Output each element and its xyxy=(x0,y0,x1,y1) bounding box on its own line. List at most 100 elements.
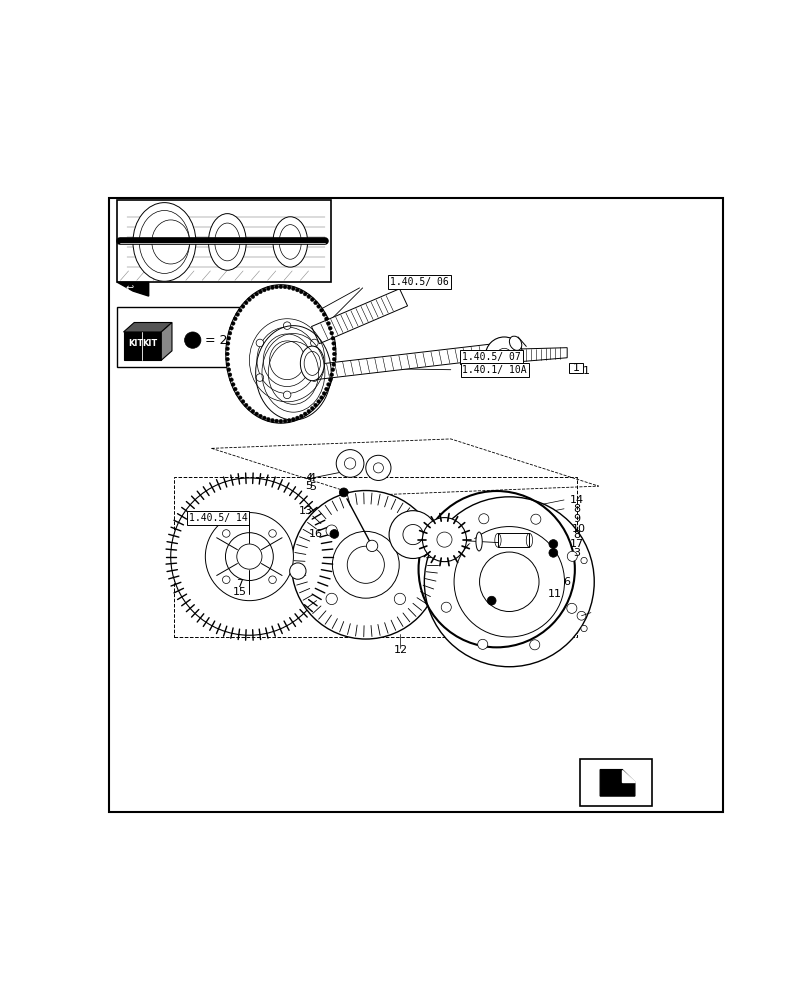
Circle shape xyxy=(244,403,247,407)
Ellipse shape xyxy=(272,217,307,267)
Circle shape xyxy=(331,336,334,340)
Bar xyxy=(497,533,529,547)
Circle shape xyxy=(328,326,332,330)
Circle shape xyxy=(226,336,230,340)
Circle shape xyxy=(255,412,258,416)
Circle shape xyxy=(485,337,522,375)
Circle shape xyxy=(274,419,278,423)
Text: ↩: ↩ xyxy=(125,284,133,294)
Circle shape xyxy=(266,287,270,290)
Circle shape xyxy=(332,347,336,351)
Circle shape xyxy=(247,298,251,301)
Text: KIT: KIT xyxy=(142,339,157,348)
Text: 8: 8 xyxy=(573,504,580,514)
Circle shape xyxy=(326,322,330,325)
Circle shape xyxy=(307,295,311,299)
Circle shape xyxy=(295,288,299,292)
Circle shape xyxy=(255,374,264,381)
Text: 6: 6 xyxy=(563,577,570,587)
Circle shape xyxy=(225,363,230,366)
Circle shape xyxy=(222,576,230,584)
Text: 7: 7 xyxy=(236,579,243,589)
Circle shape xyxy=(303,292,307,296)
Bar xyxy=(117,200,331,282)
Ellipse shape xyxy=(208,214,246,270)
Text: 13: 13 xyxy=(298,506,312,516)
Circle shape xyxy=(266,417,270,421)
Circle shape xyxy=(241,400,245,403)
Circle shape xyxy=(394,593,406,605)
Bar xyxy=(117,307,265,367)
Circle shape xyxy=(303,412,307,416)
Circle shape xyxy=(226,368,230,372)
Circle shape xyxy=(231,383,235,386)
Polygon shape xyxy=(117,282,148,296)
Polygon shape xyxy=(307,343,499,380)
Circle shape xyxy=(205,513,293,601)
Text: 9: 9 xyxy=(573,514,580,524)
Polygon shape xyxy=(621,770,634,782)
Circle shape xyxy=(316,400,320,403)
Circle shape xyxy=(233,317,237,321)
Text: 14: 14 xyxy=(569,495,583,505)
Circle shape xyxy=(441,550,451,560)
Circle shape xyxy=(262,288,266,292)
Text: 11: 11 xyxy=(547,589,561,599)
Circle shape xyxy=(477,639,487,649)
Polygon shape xyxy=(161,323,172,360)
Circle shape xyxy=(339,488,348,497)
Circle shape xyxy=(251,295,255,299)
Circle shape xyxy=(241,305,245,308)
Circle shape xyxy=(332,357,336,361)
Circle shape xyxy=(322,392,325,395)
Circle shape xyxy=(307,409,311,413)
Circle shape xyxy=(295,416,299,420)
Circle shape xyxy=(332,342,335,345)
Circle shape xyxy=(328,378,332,382)
Circle shape xyxy=(238,308,242,312)
Circle shape xyxy=(230,378,233,382)
Circle shape xyxy=(331,368,334,372)
Circle shape xyxy=(283,419,286,423)
Circle shape xyxy=(530,514,540,524)
Bar xyxy=(569,363,582,373)
Text: 1.40.5/ 14: 1.40.5/ 14 xyxy=(188,513,247,523)
Ellipse shape xyxy=(225,285,336,423)
Text: 8: 8 xyxy=(573,530,580,540)
Polygon shape xyxy=(599,770,634,796)
Polygon shape xyxy=(521,348,566,362)
Circle shape xyxy=(394,525,406,536)
Circle shape xyxy=(291,287,295,290)
Circle shape xyxy=(580,625,586,632)
Circle shape xyxy=(228,331,232,335)
Circle shape xyxy=(283,391,290,399)
Circle shape xyxy=(290,563,306,579)
Polygon shape xyxy=(123,332,161,360)
Circle shape xyxy=(316,305,320,308)
Circle shape xyxy=(235,392,239,395)
Circle shape xyxy=(320,308,323,312)
Circle shape xyxy=(279,419,282,423)
Circle shape xyxy=(228,373,232,377)
Circle shape xyxy=(440,602,451,612)
Bar xyxy=(579,759,651,806)
Text: 1.40.1/ 10A: 1.40.1/ 10A xyxy=(462,365,526,375)
Circle shape xyxy=(251,409,255,413)
Circle shape xyxy=(548,548,557,557)
Circle shape xyxy=(313,403,317,407)
Text: 1.40.5/ 07: 1.40.5/ 07 xyxy=(461,352,521,362)
Circle shape xyxy=(310,298,314,301)
Text: 12: 12 xyxy=(393,645,407,655)
Circle shape xyxy=(322,313,325,316)
Circle shape xyxy=(332,363,335,366)
Circle shape xyxy=(329,373,333,377)
Text: 1.40.5/ 06: 1.40.5/ 06 xyxy=(389,277,448,287)
Circle shape xyxy=(320,396,323,400)
Circle shape xyxy=(310,406,314,410)
Circle shape xyxy=(326,383,330,386)
Ellipse shape xyxy=(508,361,521,376)
Circle shape xyxy=(222,530,230,537)
Circle shape xyxy=(566,603,576,613)
Text: 10: 10 xyxy=(571,524,585,534)
Circle shape xyxy=(258,290,262,294)
